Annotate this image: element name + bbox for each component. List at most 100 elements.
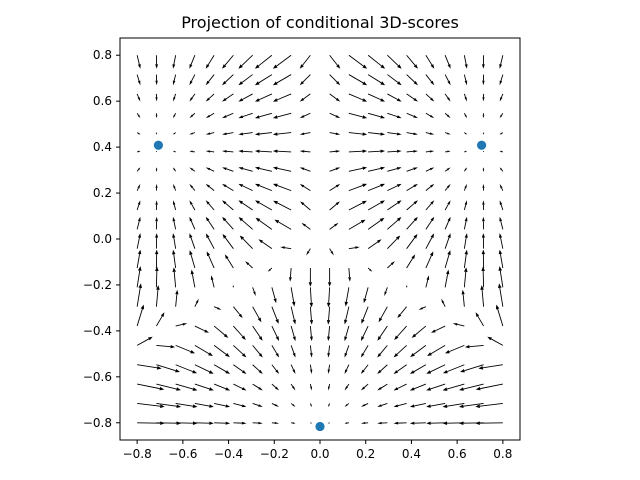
quiver-arrow [387,74,402,86]
quiver-arrow [255,217,273,230]
quiver-arrow [290,287,296,307]
quiver-arrow [137,402,165,408]
quiver-arrow [367,200,385,211]
quiver-arrow [156,312,165,327]
quiver-arrow [387,112,402,119]
quiver-arrow [299,167,311,172]
quiver-arrow [194,325,209,333]
quiver-arrow [290,403,296,407]
quiver-arrow [213,345,230,358]
quiver-arrow [406,167,418,172]
quiver-arrow [222,112,234,119]
quiver-arrow [344,364,350,375]
quiver-arrow [482,200,485,210]
quiver-arrow [222,132,234,136]
quiver-arrow [461,289,465,307]
quiver-arrow [137,364,162,370]
quiver-arrow [252,325,263,341]
quiver-arrow [393,364,407,374]
quiver-arrow [344,345,350,358]
quiver-arrow [442,402,465,408]
quiver-arrow [254,74,273,86]
quiver-arrow [348,183,368,192]
quiver-arrow [329,54,341,69]
quiver-arrow [238,54,253,69]
quiver-arrow [290,306,296,325]
quiver-arrow [348,219,366,230]
quiver-arrow [327,364,331,375]
quiver-arrow [482,150,485,153]
quiver-arrow [310,422,312,424]
quiver-arrow [475,383,503,391]
quiver-arrow [499,55,504,69]
quiver-arrow [189,55,196,69]
quiver-arrow [463,249,468,269]
quiver-arrow [367,74,386,86]
quiver-arrow [328,403,331,407]
quiver-arrow [387,167,402,172]
quiver-arrow [299,150,311,153]
quiver-arrow [463,74,468,86]
quiver-arrow [136,93,141,102]
quiver-arrow [326,287,331,308]
quiver-arrow [299,132,311,135]
quiver-arrow [348,112,368,119]
quiver-arrow [329,183,341,192]
x-axis: −0.8 −0.6 −0.4 −0.2 0.0 0.2 0.4 0.6 0.8 [123,440,512,461]
quiver-arrow [387,93,402,102]
quiver-arrow [272,183,292,192]
quiver-arrow [387,149,402,153]
quiver-arrow [271,403,280,407]
y-tick-label: −0.6 [83,370,112,384]
quiver-arrow [222,167,234,172]
quiver-arrow [214,421,231,425]
quiver-arrow [273,200,292,211]
quiver-arrow [175,383,198,391]
data-point [477,140,487,150]
quiver-arrow [308,268,313,287]
quiver-arrow [495,304,504,327]
quiver-arrow [377,383,388,391]
quiver-arrow [344,383,350,391]
quiver-arrow [409,421,426,425]
quiver-arrow [406,112,418,119]
quiver-arrow [271,306,279,324]
quiver-arrow [444,250,451,269]
quiver-arrow [431,325,446,333]
quiver-arrow [205,150,215,153]
quiver-arrow [348,166,368,172]
quiver-arrow [271,421,280,425]
y-tick-label: −0.8 [83,416,112,430]
quiver-arrow [444,216,451,230]
quiver-arrow [409,364,427,374]
quiver-arrow [406,183,418,192]
quiver-arrow [387,235,401,249]
quiver-arrow [463,183,467,191]
quiver-arrow [272,132,292,136]
quiver-arrow [172,267,177,288]
quiver-arrow [499,200,504,211]
quiver-arrow [136,167,141,172]
quiver-arrow [406,216,418,230]
quiver-arrow [299,112,311,119]
y-axis: −0.8 −0.6 −0.4 −0.2 0.0 0.2 0.4 0.6 0.8 [83,48,120,430]
quiver-arrow [387,200,402,211]
quiver-arrow [482,132,485,135]
quiver-arrow [238,167,253,172]
quiver-arrow [498,283,504,307]
quiver-arrow [252,364,263,375]
y-tick-label: 0.8 [93,48,112,62]
quiver-arrow [205,112,215,119]
quiver-arrow [189,150,195,153]
quiver-arrow [360,383,369,391]
quiver-arrow [233,345,247,358]
quiver-arrow [299,54,311,69]
quiver-arrow [299,93,311,102]
quiver-arrow [136,132,141,135]
quiver-arrow [482,216,485,230]
quiver-arrow [136,266,142,288]
quiver-arrow [482,93,485,102]
quiver-arrow [271,364,280,375]
quiver-arrow [344,403,350,407]
quiver-arrow [360,345,369,358]
